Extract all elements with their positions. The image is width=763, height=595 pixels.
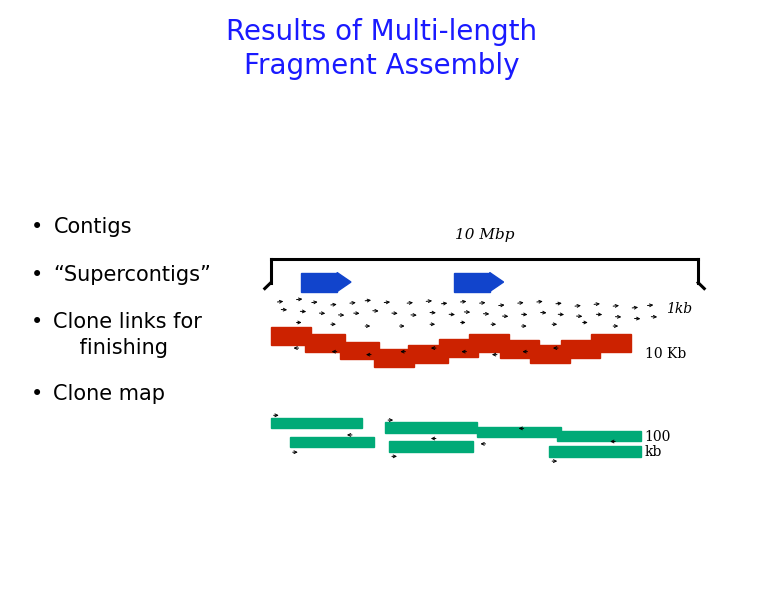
FancyBboxPatch shape	[271, 418, 362, 428]
Text: 10 Kb: 10 Kb	[645, 347, 686, 361]
FancyBboxPatch shape	[385, 422, 477, 433]
Text: •: •	[31, 265, 43, 285]
Text: 10 Mbp: 10 Mbp	[455, 228, 514, 242]
Text: “Supercontigs”: “Supercontigs”	[53, 265, 211, 285]
Text: 1kb: 1kb	[666, 302, 692, 317]
Text: Clone links for
    finishing: Clone links for finishing	[53, 312, 202, 358]
FancyBboxPatch shape	[374, 349, 414, 367]
Text: •: •	[31, 312, 43, 333]
Text: •: •	[31, 217, 43, 237]
FancyBboxPatch shape	[500, 340, 539, 358]
FancyBboxPatch shape	[389, 441, 473, 452]
Text: Clone map: Clone map	[53, 384, 166, 404]
FancyBboxPatch shape	[271, 327, 311, 345]
Text: Results of Multi-length
Fragment Assembly: Results of Multi-length Fragment Assembl…	[226, 18, 537, 80]
FancyBboxPatch shape	[301, 273, 337, 292]
Text: Contigs: Contigs	[53, 217, 132, 237]
Polygon shape	[337, 273, 351, 292]
FancyBboxPatch shape	[477, 427, 561, 437]
FancyBboxPatch shape	[439, 339, 478, 357]
FancyBboxPatch shape	[557, 431, 641, 441]
FancyBboxPatch shape	[408, 345, 448, 363]
FancyBboxPatch shape	[549, 446, 641, 457]
Text: •: •	[31, 384, 43, 404]
Text: 100
kb: 100 kb	[645, 430, 671, 459]
FancyBboxPatch shape	[530, 345, 570, 363]
FancyBboxPatch shape	[290, 437, 374, 447]
FancyBboxPatch shape	[591, 334, 631, 352]
FancyBboxPatch shape	[469, 334, 509, 352]
FancyBboxPatch shape	[305, 334, 345, 352]
Polygon shape	[490, 273, 504, 292]
FancyBboxPatch shape	[340, 342, 379, 359]
FancyBboxPatch shape	[561, 340, 600, 358]
FancyBboxPatch shape	[454, 273, 490, 292]
